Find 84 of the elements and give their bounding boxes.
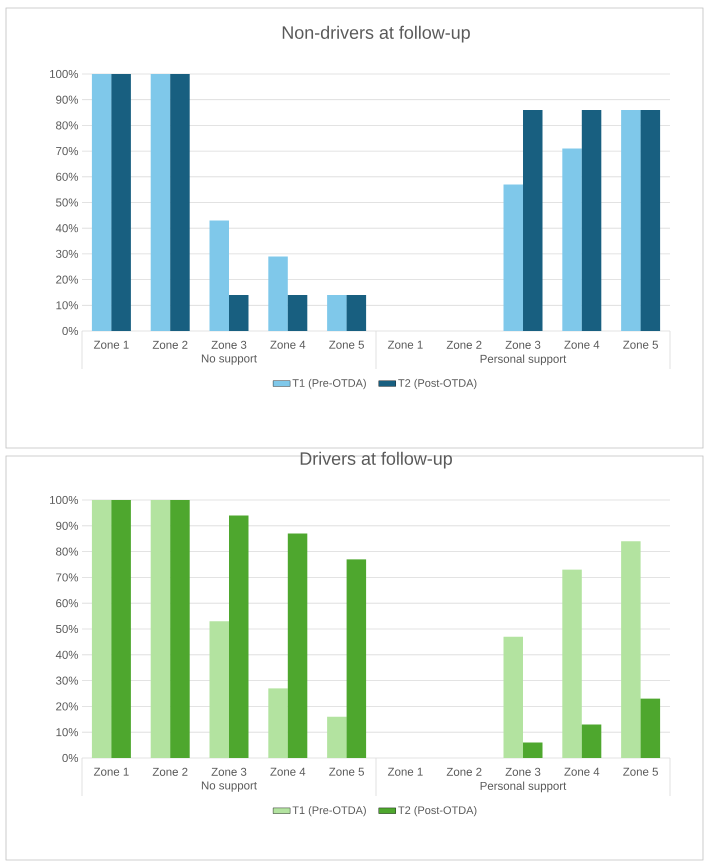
bar [111, 74, 131, 331]
x-tick-label: Zone 4 [270, 340, 306, 349]
y-tick-label: 90% [56, 96, 78, 104]
text: Personal support [480, 782, 566, 792]
text: Personal support [480, 354, 566, 366]
x-tick-label: Zone 1 [94, 340, 129, 349]
legend-label: T2 (Post-OTDA) [398, 378, 476, 390]
x-tick-label: Zone 1 [388, 340, 423, 349]
legend-label: T1 (Pre-OTDA) [292, 378, 366, 390]
bar [327, 295, 347, 331]
bar [229, 295, 248, 331]
bar [268, 256, 288, 331]
x-tick-label: Zone 5 [329, 768, 364, 776]
bar [582, 724, 602, 758]
x-tick-label: Zone 3 [212, 768, 246, 776]
y-tick-label: 20% [56, 276, 78, 284]
bar [210, 621, 229, 758]
bar [621, 110, 641, 331]
x-tick-label: Zone 5 [623, 768, 658, 776]
y-tick-label: 10% [56, 728, 78, 736]
bar [210, 220, 229, 331]
chart-title: Non-drivers at follow-up [282, 26, 470, 42]
y-tick-label: 30% [56, 250, 78, 258]
y-tick-label: 100% [50, 70, 78, 78]
y-tick-label: 20% [56, 702, 78, 710]
x-tick-label: Zone 2 [446, 340, 482, 349]
x-tick-label: Zone 3 [506, 340, 540, 349]
y-tick-label: 70% [56, 147, 78, 156]
chart-title: Drivers at follow-up [300, 452, 452, 468]
y-tick-label: 0% [62, 754, 78, 762]
legend-label: T2 (Post-OTDA) [398, 806, 476, 816]
bar [288, 534, 308, 758]
y-tick-label: 60% [56, 599, 78, 608]
bar [582, 110, 602, 331]
y-tick-label: 70% [56, 573, 78, 582]
bar [640, 698, 660, 758]
y-tick-label: 50% [56, 624, 78, 634]
y-tick-label: 10% [56, 301, 78, 310]
x-tick-label: Zone 4 [564, 340, 600, 349]
bar [150, 500, 170, 758]
bar [229, 515, 248, 758]
bar [111, 500, 131, 758]
bar [92, 74, 112, 331]
bar [170, 74, 190, 331]
bar [346, 295, 366, 331]
bar [327, 716, 347, 758]
bar [268, 688, 288, 758]
text: No support [202, 782, 257, 792]
y-tick-label: 80% [56, 548, 78, 556]
bar [150, 74, 170, 331]
x-tick-label: Zone 4 [270, 768, 306, 776]
x-tick-label: Zone 2 [152, 340, 188, 349]
bar [346, 559, 366, 758]
bar [640, 110, 660, 331]
x-tick-label: Zone 2 [152, 768, 188, 776]
y-tick-label: 50% [56, 198, 78, 207]
bar [562, 570, 582, 758]
y-tick-label: 40% [56, 224, 78, 232]
x-tick-label: Zone 1 [94, 768, 129, 776]
bar [504, 636, 524, 758]
text: No support [202, 354, 257, 365]
y-tick-label: 40% [56, 650, 78, 659]
bar [92, 500, 112, 758]
bar [288, 295, 308, 331]
y-tick-label: 80% [56, 121, 78, 130]
bar [504, 184, 524, 331]
x-tick-label: Zone 1 [388, 768, 423, 776]
x-tick-label: Zone 3 [506, 768, 540, 776]
x-tick-label: Zone 3 [212, 340, 246, 349]
y-tick-label: 90% [56, 522, 78, 530]
bar [170, 500, 190, 758]
bar [523, 110, 543, 331]
x-tick-label: Zone 2 [446, 768, 482, 776]
bar [621, 541, 641, 758]
y-tick-label: 100% [50, 496, 78, 504]
bar [562, 148, 582, 331]
legend-label: T1 (Pre-OTDA) [292, 806, 366, 816]
x-tick-label: Zone 5 [623, 340, 658, 349]
x-tick-label: Zone 4 [564, 768, 600, 776]
x-tick-label: Zone 5 [329, 340, 364, 349]
y-tick-label: 60% [56, 172, 78, 181]
y-tick-label: 0% [62, 326, 78, 336]
bar [523, 742, 543, 758]
y-tick-label: 30% [56, 676, 78, 685]
